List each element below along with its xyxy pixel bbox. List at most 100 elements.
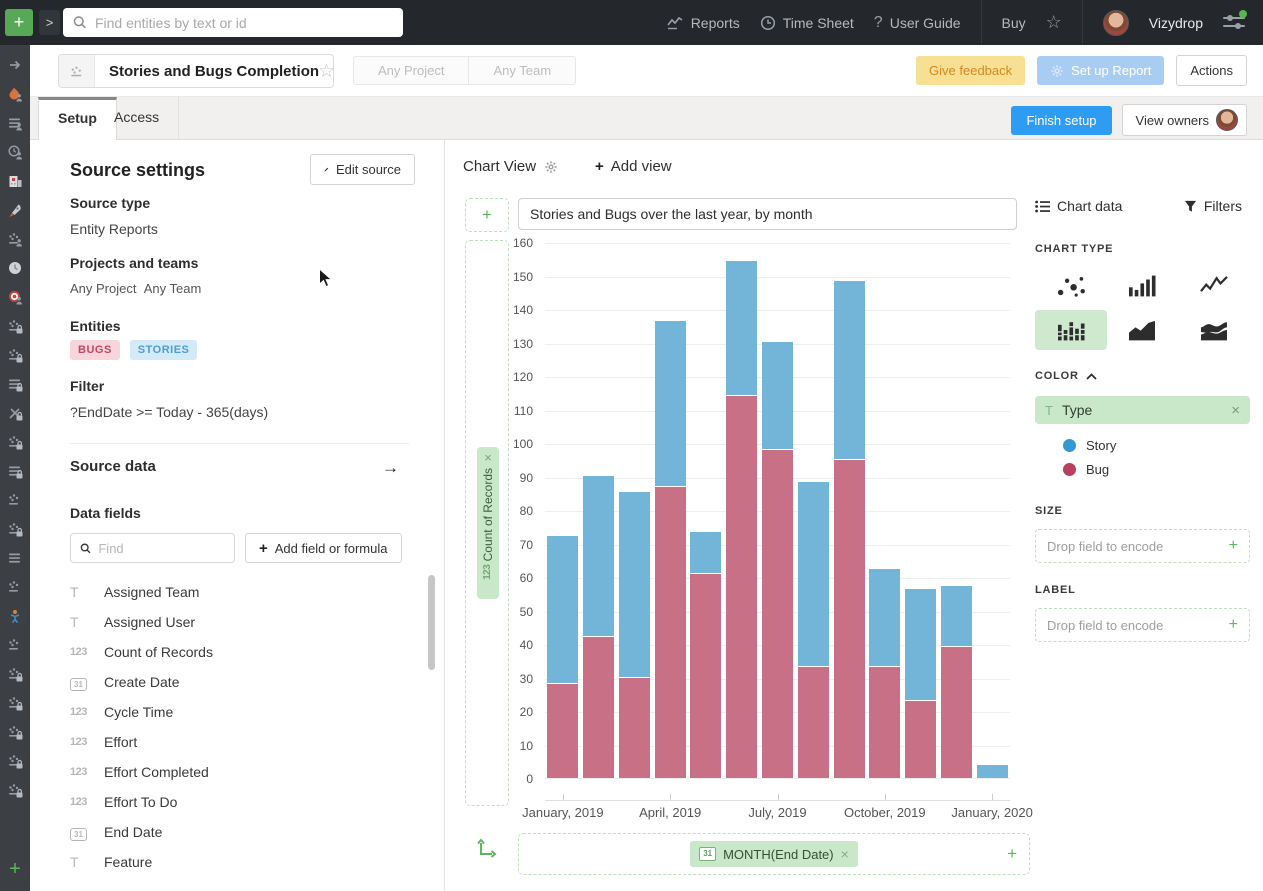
bar-segment-story[interactable] [618, 492, 650, 677]
chart-type-line[interactable] [1178, 266, 1250, 306]
bar-segment-story[interactable] [762, 341, 793, 449]
color-field-chip[interactable]: T Type × [1035, 396, 1250, 424]
tab-filters[interactable]: Filters [1184, 198, 1242, 214]
remove-color-field-icon[interactable]: × [1231, 401, 1240, 419]
bar-segment-story[interactable] [726, 261, 758, 396]
list-person-icon[interactable] [7, 115, 23, 131]
scatter-lock-icon[interactable] [7, 753, 23, 769]
field-item[interactable]: T Assigned User [70, 607, 404, 637]
add-entity-button[interactable]: + [5, 9, 33, 36]
scatter-lock-icon[interactable] [7, 724, 23, 740]
view-owners-button[interactable]: View owners [1121, 104, 1247, 136]
bar-segment-story[interactable] [690, 532, 722, 573]
panel-scrollbar[interactable] [428, 575, 435, 670]
bar-segment-story[interactable] [583, 475, 615, 637]
star-report-icon[interactable]: ☆ [318, 61, 336, 82]
add-size-field-icon[interactable]: + [1228, 537, 1238, 554]
finish-setup-button[interactable]: Finish setup [1011, 105, 1112, 135]
bar-segment-bug[interactable] [726, 396, 758, 778]
flame-icon[interactable] [7, 86, 23, 102]
chart-type-stacked-bars[interactable] [1035, 310, 1107, 350]
bar-segment-bug[interactable] [690, 573, 722, 778]
title-drop-zone[interactable]: + [465, 198, 509, 232]
bar-segment-story[interactable] [833, 281, 865, 459]
bar-segment-story[interactable] [869, 569, 901, 667]
tab-chart-data[interactable]: Chart data [1035, 198, 1122, 214]
entity-badge[interactable]: STORIES [129, 340, 198, 360]
add-label-field-icon[interactable]: + [1228, 616, 1238, 633]
bar-segment-bug[interactable] [547, 684, 579, 778]
scatter-lock-icon[interactable] [7, 347, 23, 363]
x-field-chip[interactable]: 31 MONTH(End Date) × [690, 841, 858, 867]
rail-add-button[interactable]: + [9, 858, 21, 880]
hospital-icon[interactable] [7, 173, 23, 189]
nav-user-guide[interactable]: ? User Guide [874, 14, 961, 32]
view-gear-icon[interactable] [544, 160, 558, 174]
y-axis-drop-zone[interactable]: × 123 Count of Records [465, 240, 509, 806]
list-lock-icon[interactable] [7, 463, 23, 479]
clock-person-icon[interactable] [7, 144, 23, 160]
field-search[interactable] [70, 533, 235, 563]
bar-segment-bug[interactable] [618, 677, 650, 778]
legend-item[interactable]: Bug [1063, 457, 1250, 481]
user-avatar[interactable] [1102, 9, 1129, 36]
swap-axes-icon[interactable] [476, 837, 498, 859]
setup-report-button[interactable]: Set up Report [1037, 56, 1165, 85]
field-search-input[interactable] [98, 540, 225, 556]
field-item[interactable]: T Assigned Team [70, 577, 404, 607]
target-icon[interactable] [7, 289, 23, 305]
expand-sidebar-button[interactable]: > [39, 10, 60, 35]
report-title-box[interactable]: Stories and Bugs Completion [58, 54, 335, 88]
scatter-lock-icon[interactable] [7, 666, 23, 682]
scatter-lock-icon[interactable] [7, 695, 23, 711]
nav-time-sheet[interactable]: Time Sheet [760, 15, 854, 31]
field-item[interactable]: 31 Create Date [70, 667, 404, 697]
tab-access[interactable]: Access [95, 97, 180, 140]
scatter-lock-icon[interactable] [7, 434, 23, 450]
tab-setup[interactable]: Setup [38, 97, 117, 140]
bar-segment-bug[interactable] [762, 449, 793, 778]
bar-segment-story[interactable] [654, 321, 686, 486]
person-icon[interactable] [7, 608, 23, 624]
nav-reports[interactable]: Reports [666, 15, 740, 31]
field-item[interactable]: 123 Effort Completed [70, 757, 404, 787]
scatter-icon[interactable] [7, 492, 23, 508]
scatter-lock-icon[interactable] [7, 318, 23, 334]
list-icon[interactable] [7, 550, 23, 566]
label-drop-zone[interactable]: Drop field to encode + [1035, 608, 1250, 642]
bar-segment-bug[interactable] [869, 667, 901, 778]
scatter-lock-icon[interactable] [7, 782, 23, 798]
field-item[interactable]: T Feature [70, 847, 404, 877]
team-filter-button[interactable]: Any Team [468, 57, 575, 84]
add-view-button[interactable]: + Add view [595, 158, 672, 175]
remove-x-field-icon[interactable]: × [840, 846, 849, 862]
bar-segment-story[interactable] [905, 589, 937, 700]
give-feedback-button[interactable]: Give feedback [916, 56, 1026, 85]
field-item[interactable]: 123 Cycle Time [70, 697, 404, 727]
add-field-button[interactable]: + Add field or formula [245, 533, 402, 563]
bar-segment-story[interactable] [797, 482, 829, 667]
add-x-field-icon[interactable]: + [1007, 844, 1017, 863]
bar-segment-story[interactable] [976, 764, 1008, 778]
y-field-chip[interactable]: × 123 Count of Records [477, 447, 499, 599]
scatter-icon[interactable] [7, 637, 23, 653]
remove-y-field-icon[interactable]: × [484, 450, 492, 465]
chart-title-input[interactable] [518, 198, 1017, 230]
chart-type-scatter[interactable] [1035, 266, 1107, 306]
list-lock-icon[interactable] [7, 376, 23, 392]
field-item[interactable]: 123 Effort [70, 727, 404, 757]
edit-source-button[interactable]: Edit source [310, 154, 415, 185]
bar-segment-bug[interactable] [905, 700, 937, 778]
project-filter-button[interactable]: Any Project [378, 63, 445, 78]
field-item[interactable]: 123 Effort To Do [70, 787, 404, 817]
field-item[interactable]: 31 End Date [70, 817, 404, 847]
entity-badge[interactable]: BUGS [70, 340, 120, 360]
bar-segment-bug[interactable] [583, 637, 615, 778]
field-item[interactable]: 123 Count of Records [70, 637, 404, 667]
actions-button[interactable]: Actions [1176, 55, 1247, 86]
x-axis-drop-zone[interactable]: 31 MONTH(End Date) × + [518, 833, 1030, 875]
clock-icon[interactable] [7, 260, 23, 276]
bar-segment-bug[interactable] [833, 459, 865, 778]
buy-button[interactable]: Buy [1001, 14, 1026, 31]
search-input[interactable] [94, 14, 393, 31]
